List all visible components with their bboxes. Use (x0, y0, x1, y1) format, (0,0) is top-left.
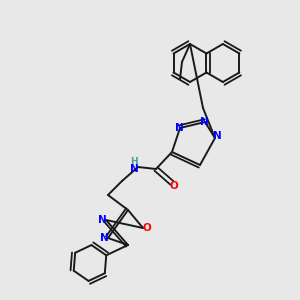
Text: O: O (169, 181, 178, 191)
Text: N: N (175, 123, 183, 133)
Text: O: O (142, 223, 152, 233)
Text: N: N (98, 215, 106, 225)
Text: H: H (130, 157, 138, 166)
Text: N: N (100, 233, 108, 243)
Text: N: N (200, 117, 208, 127)
Text: N: N (130, 164, 138, 174)
Text: N: N (213, 131, 221, 141)
